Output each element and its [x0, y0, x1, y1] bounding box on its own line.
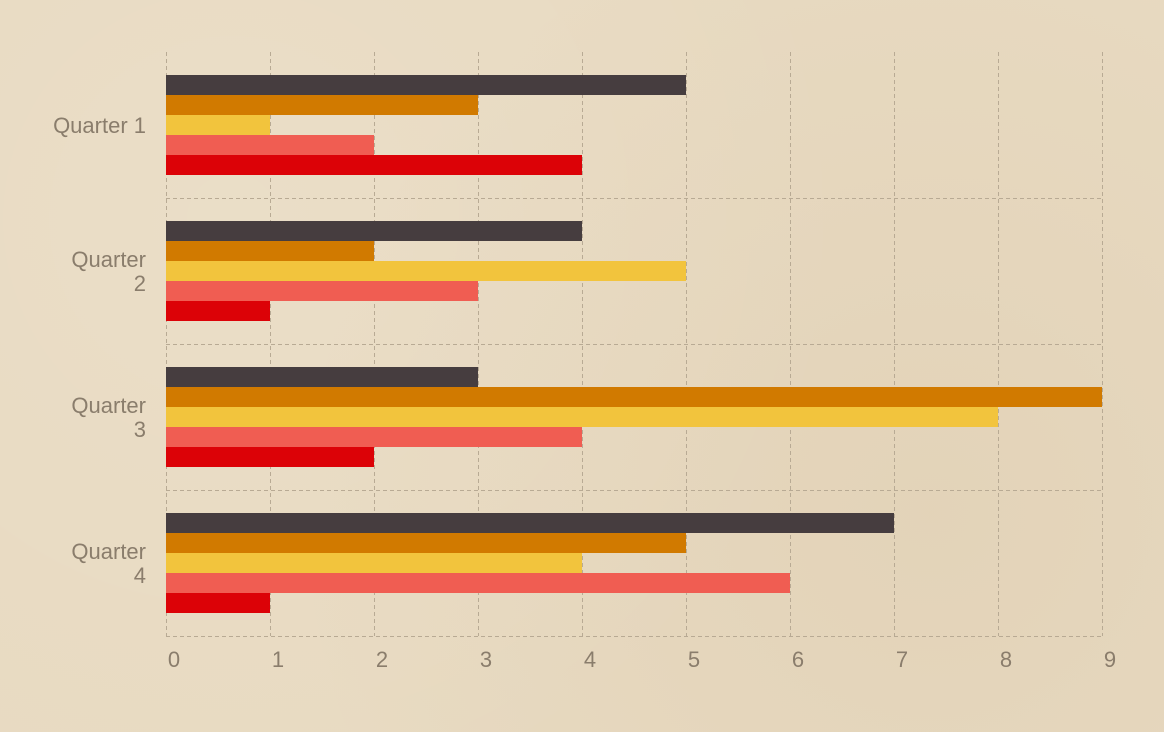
x-tick-label: 5 — [688, 647, 700, 672]
category-label: Quarter 1 — [53, 113, 146, 138]
category-label-line: 3 — [134, 417, 146, 442]
x-tick-label: 2 — [376, 647, 388, 672]
bar — [166, 593, 270, 613]
x-tick-label: 6 — [792, 647, 804, 672]
bar — [166, 301, 270, 321]
category-label: Quarter 3 — [71, 393, 146, 442]
bar — [166, 95, 478, 115]
x-tick-label: 3 — [480, 647, 492, 672]
bar — [166, 367, 478, 387]
x-tick-label: 7 — [896, 647, 908, 672]
category-label-line: 4 — [134, 563, 146, 588]
bar — [166, 427, 582, 447]
category-label-line: Quarter — [71, 393, 146, 418]
bar — [166, 135, 374, 155]
x-tick-label: 0 — [168, 647, 180, 672]
bar — [166, 573, 790, 593]
category-label: Quarter 2 — [71, 247, 146, 296]
bar — [166, 513, 894, 533]
category-label-line: Quarter 1 — [53, 113, 146, 138]
x-axis-ticks: 0 1 2 3 4 5 6 7 8 9 — [168, 647, 1116, 672]
x-tick-label: 9 — [1104, 647, 1116, 672]
x-tick-label: 4 — [584, 647, 596, 672]
bar — [166, 281, 478, 301]
bar — [166, 533, 686, 553]
bar — [166, 155, 582, 175]
bar — [166, 75, 686, 95]
bar — [166, 447, 374, 467]
category-label: Quarter 4 — [71, 539, 146, 588]
bar — [166, 407, 998, 427]
bar — [166, 553, 582, 573]
bar — [166, 221, 582, 241]
bar — [166, 115, 270, 135]
category-label-line: 2 — [134, 271, 146, 296]
bars — [166, 75, 1102, 613]
x-tick-label: 1 — [272, 647, 284, 672]
bar — [166, 241, 374, 261]
category-label-line: Quarter — [71, 539, 146, 564]
bar — [166, 387, 1102, 407]
category-label-line: Quarter — [71, 247, 146, 272]
bar — [166, 261, 686, 281]
x-tick-label: 8 — [1000, 647, 1012, 672]
